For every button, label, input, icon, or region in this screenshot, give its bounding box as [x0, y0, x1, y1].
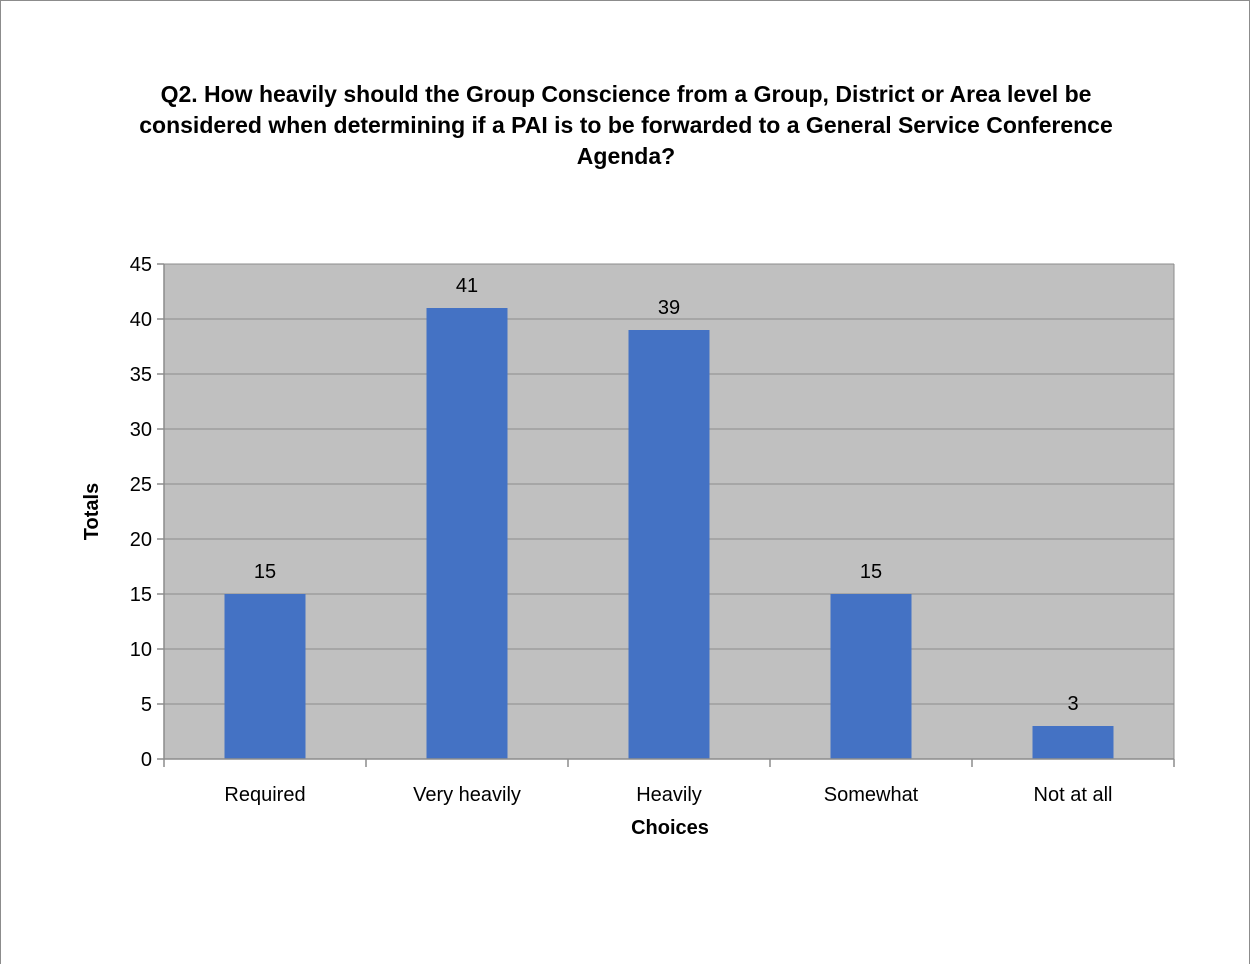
x-tick-label: Not at all: [1034, 784, 1113, 806]
y-tick-label: 20: [130, 529, 152, 551]
y-tick-label: 10: [130, 639, 152, 661]
bar: [830, 594, 912, 759]
y-tick-label: 35: [130, 364, 152, 386]
y-tick-label: 30: [130, 419, 152, 441]
y-axis-title: Totals: [81, 483, 103, 540]
chart-title: Q2. How heavily should the Group Conscie…: [139, 81, 1113, 169]
data-label: 15: [860, 561, 882, 583]
x-tick-label: Required: [224, 784, 305, 806]
y-tick-label: 40: [130, 309, 152, 331]
x-tick-label: Heavily: [636, 784, 702, 806]
bar: [628, 330, 710, 759]
y-tick-label: 25: [130, 474, 152, 496]
data-label: 41: [456, 275, 478, 297]
bar: [426, 308, 508, 759]
x-axis-title: Choices: [631, 817, 709, 839]
data-label: 3: [1067, 693, 1078, 715]
y-tick-label: 45: [130, 254, 152, 276]
x-tick-label: Very heavily: [413, 784, 521, 806]
data-label: 39: [658, 297, 680, 319]
bar: [224, 594, 306, 759]
x-tick-label: Somewhat: [824, 784, 919, 806]
y-tick-label: 0: [141, 749, 152, 771]
y-tick-label: 5: [141, 694, 152, 716]
bar: [1032, 726, 1114, 759]
y-tick-label: 15: [130, 584, 152, 606]
data-label: 15: [254, 561, 276, 583]
